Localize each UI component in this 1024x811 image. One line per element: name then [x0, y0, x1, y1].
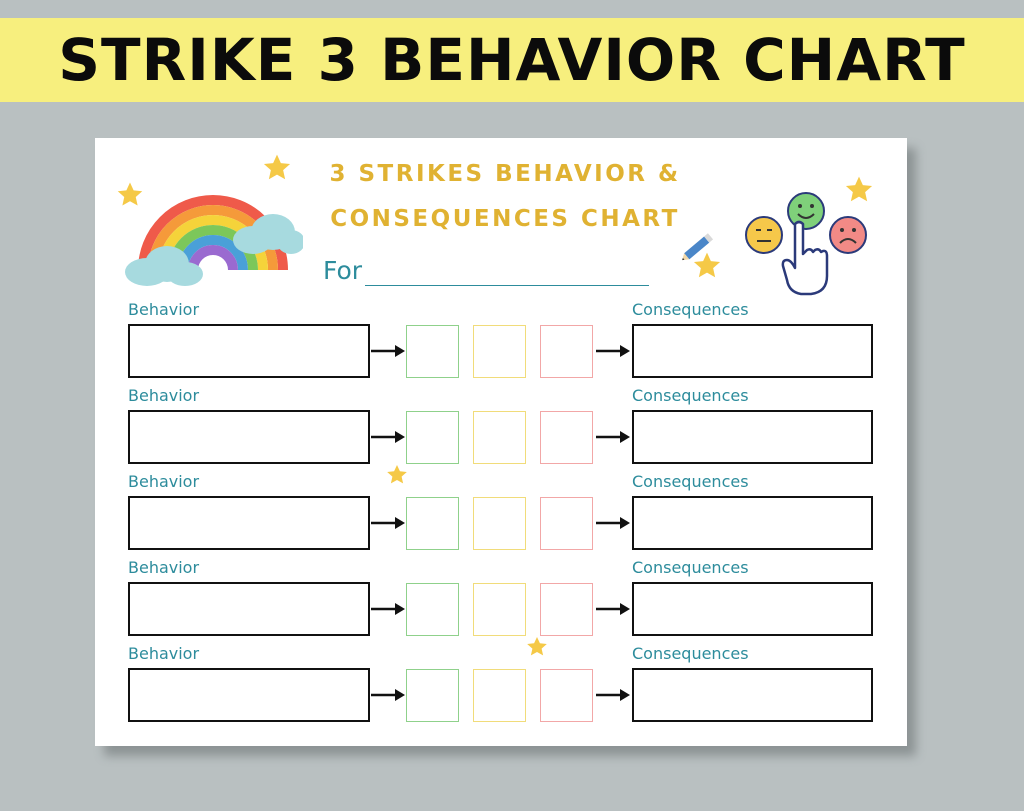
sheet-title-line-1: 3 STRIKES BEHAVIOR & [329, 161, 681, 187]
strike-3-box[interactable] [540, 325, 593, 378]
strike-2-box[interactable] [473, 497, 526, 550]
consequences-field[interactable] [632, 324, 873, 378]
behavior-label: Behavior [128, 300, 200, 319]
behavior-field[interactable] [128, 582, 370, 636]
banner-title: STRIKE 3 BEHAVIOR CHART [58, 26, 966, 94]
behavior-label: Behavior [128, 472, 200, 491]
behavior-row: Behavior Consequences [95, 300, 907, 386]
behavior-field[interactable] [128, 324, 370, 378]
strike-1-box[interactable] [406, 325, 459, 378]
for-label: For [323, 256, 363, 285]
consequences-field[interactable] [632, 410, 873, 464]
star-icon [387, 465, 407, 484]
strike-2-box[interactable] [473, 669, 526, 722]
arrow-right-icon [371, 345, 405, 357]
sheet-title-line-2: CONSEQUENCES CHART [330, 206, 680, 232]
pencil-icon [682, 233, 714, 261]
arrow-right-icon [371, 689, 405, 701]
strike-2-box[interactable] [473, 583, 526, 636]
consequences-label: Consequences [632, 472, 749, 491]
arrow-right-icon [596, 517, 630, 529]
behavior-row: Behavior Consequences [95, 386, 907, 472]
strike-1-box[interactable] [406, 411, 459, 464]
star-icon [845, 176, 873, 202]
behavior-row: Behavior Consequences [95, 644, 907, 730]
behavior-row: Behavior Consequences [95, 558, 907, 644]
star-icon [263, 154, 291, 180]
sad-face-icon [829, 216, 867, 254]
behavior-field[interactable] [128, 668, 370, 722]
arrow-right-icon [596, 603, 630, 615]
consequences-label: Consequences [632, 558, 749, 577]
behavior-field[interactable] [128, 496, 370, 550]
arrow-right-icon [596, 689, 630, 701]
behavior-row: Behavior Consequences [95, 472, 907, 558]
consequences-label: Consequences [632, 300, 749, 319]
neutral-face-icon [745, 216, 783, 254]
strike-3-box[interactable] [540, 583, 593, 636]
name-line [365, 285, 649, 286]
consequences-field[interactable] [632, 582, 873, 636]
consequences-field[interactable] [632, 668, 873, 722]
arrow-right-icon [596, 345, 630, 357]
star-icon [527, 637, 547, 656]
pointing-hand-icon [781, 220, 829, 296]
strike-2-box[interactable] [473, 325, 526, 378]
behavior-label: Behavior [128, 644, 200, 663]
strike-1-box[interactable] [406, 669, 459, 722]
behavior-chart-sheet: 3 STRIKES BEHAVIOR & CONSEQUENCES CHART … [95, 138, 907, 746]
arrow-right-icon [371, 603, 405, 615]
behavior-label: Behavior [128, 558, 200, 577]
consequences-field[interactable] [632, 496, 873, 550]
strike-3-box[interactable] [540, 669, 593, 722]
happy-face-icon [787, 192, 825, 230]
strike-1-box[interactable] [406, 497, 459, 550]
arrow-right-icon [596, 431, 630, 443]
strike-2-box[interactable] [473, 411, 526, 464]
consequences-label: Consequences [632, 644, 749, 663]
star-icon [117, 182, 143, 206]
strike-3-box[interactable] [540, 411, 593, 464]
strike-3-box[interactable] [540, 497, 593, 550]
rainbow-icon [125, 195, 303, 286]
star-icon [693, 252, 721, 278]
strike-1-box[interactable] [406, 583, 459, 636]
arrow-right-icon [371, 517, 405, 529]
behavior-field[interactable] [128, 410, 370, 464]
title-banner: STRIKE 3 BEHAVIOR CHART [0, 18, 1024, 102]
sheet-title: 3 STRIKES BEHAVIOR & CONSEQUENCES CHART [305, 152, 705, 242]
behavior-label: Behavior [128, 386, 200, 405]
consequences-label: Consequences [632, 386, 749, 405]
arrow-right-icon [371, 431, 405, 443]
